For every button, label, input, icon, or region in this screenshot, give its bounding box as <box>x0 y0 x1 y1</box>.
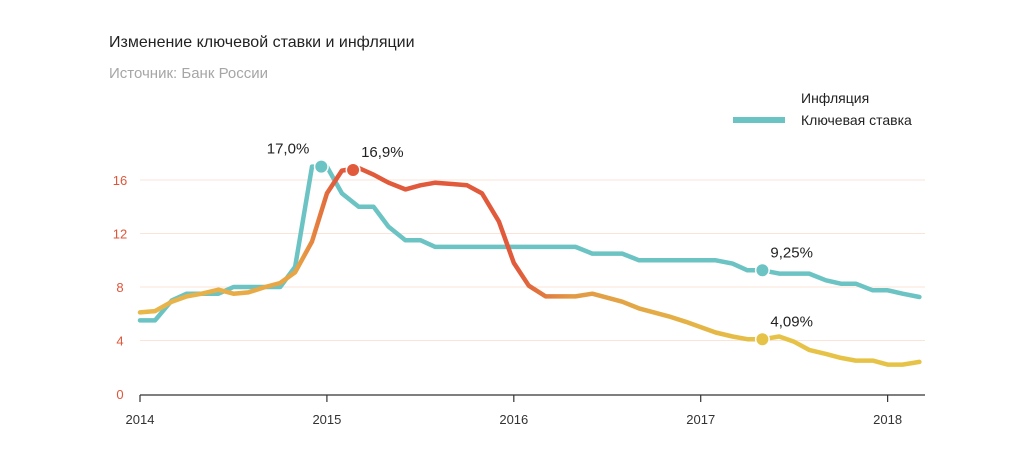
annotations: 17,0% 16,9% 9,25% 4,09% <box>267 141 813 347</box>
y-tick-16: 16 <box>113 173 127 188</box>
x-tick-2018: 2018 <box>873 412 902 427</box>
y-tick-12: 12 <box>113 227 127 242</box>
annotation-marker-2 <box>756 264 769 277</box>
annotation-marker-3 <box>756 333 769 346</box>
x-tick-2014: 2014 <box>126 412 155 427</box>
annotation-label-0: 17,0% <box>267 141 310 158</box>
y-tick-4: 4 <box>116 334 123 349</box>
series-lines <box>137 164 922 367</box>
series-line-inflation <box>137 165 922 367</box>
chart-title: Изменение ключевой ставки и инфляции <box>109 34 415 51</box>
x-tick-2015: 2015 <box>312 412 341 427</box>
y-axis-ticks: 0 4 8 12 16 <box>113 173 127 402</box>
annotation-label-3: 4,09% <box>770 313 813 330</box>
annotation-marker-0 <box>315 160 328 173</box>
y-tick-8: 8 <box>116 280 123 295</box>
legend-label-inflation: Инфляция <box>801 90 869 106</box>
legend-label-key-rate: Ключевая ставка <box>801 112 912 128</box>
annotation-marker-1 <box>347 163 360 176</box>
x-tick-2016: 2016 <box>499 412 528 427</box>
annotation-label-2: 9,25% <box>770 244 813 261</box>
x-tick-2017: 2017 <box>686 412 715 427</box>
chart-source: Источник: Банк России <box>109 65 269 82</box>
annotation-label-1: 16,9% <box>361 144 404 161</box>
y-tick-0: 0 <box>116 387 123 402</box>
x-axis: 2014 2015 2016 2017 2018 <box>126 394 925 427</box>
legend: Инфляция Ключевая ставка <box>733 90 912 128</box>
